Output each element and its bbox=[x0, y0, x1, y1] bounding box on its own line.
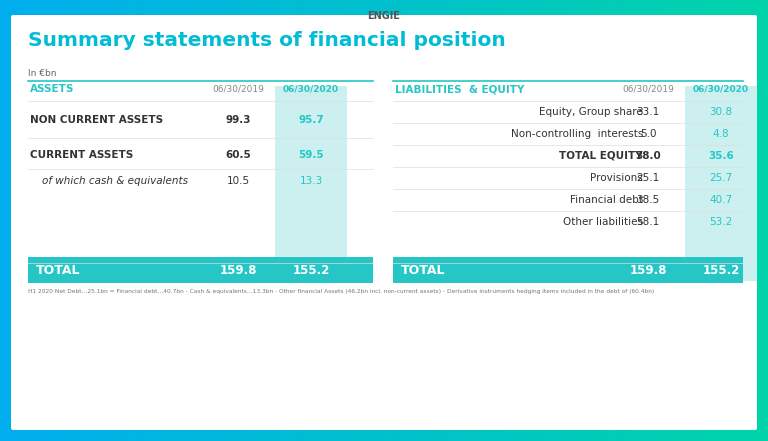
Text: 159.8: 159.8 bbox=[219, 264, 257, 277]
Text: of which cash & equivalents: of which cash & equivalents bbox=[42, 176, 188, 186]
Text: 159.8: 159.8 bbox=[629, 264, 667, 277]
Text: Financial debt: Financial debt bbox=[570, 195, 643, 205]
Text: 5.0: 5.0 bbox=[640, 129, 656, 139]
Text: ENGIE: ENGIE bbox=[368, 11, 400, 21]
Text: 06/30/2019: 06/30/2019 bbox=[212, 84, 264, 93]
Text: ASSETS: ASSETS bbox=[30, 84, 74, 94]
Text: 95.7: 95.7 bbox=[298, 115, 324, 125]
Text: TOTAL: TOTAL bbox=[36, 264, 81, 277]
Text: 30.8: 30.8 bbox=[710, 107, 733, 117]
Text: TOTAL: TOTAL bbox=[401, 264, 445, 277]
Text: LIABILITIES  & EQUITY: LIABILITIES & EQUITY bbox=[395, 84, 525, 94]
Text: 25.1: 25.1 bbox=[637, 173, 660, 183]
Text: Summary statements of financial position: Summary statements of financial position bbox=[28, 31, 506, 50]
Bar bbox=[28, 257, 373, 283]
Text: NON CURRENT ASSETS: NON CURRENT ASSETS bbox=[30, 115, 163, 125]
Bar bbox=[393, 257, 743, 283]
Text: Provisions: Provisions bbox=[591, 173, 643, 183]
Text: 33.1: 33.1 bbox=[637, 107, 660, 117]
Text: CURRENT ASSETS: CURRENT ASSETS bbox=[30, 150, 134, 160]
FancyBboxPatch shape bbox=[11, 15, 757, 430]
Text: 13.3: 13.3 bbox=[300, 176, 323, 186]
Text: 99.3: 99.3 bbox=[225, 115, 250, 125]
Text: 155.2: 155.2 bbox=[702, 264, 740, 277]
Text: 06/30/2020: 06/30/2020 bbox=[693, 84, 749, 93]
Text: 35.6: 35.6 bbox=[708, 151, 734, 161]
Text: Equity, Group share: Equity, Group share bbox=[539, 107, 643, 117]
Text: 59.5: 59.5 bbox=[298, 150, 324, 160]
Text: 06/30/2020: 06/30/2020 bbox=[283, 84, 339, 93]
Text: 25.7: 25.7 bbox=[710, 173, 733, 183]
Text: H1 2020 Net Debt…25.1bn = Financial debt…40.7bn - Cash & equivalents…13.3bn - Ot: H1 2020 Net Debt…25.1bn = Financial debt… bbox=[28, 289, 654, 294]
Bar bbox=[275, 86, 347, 281]
Text: 4.8: 4.8 bbox=[713, 129, 730, 139]
Text: TOTAL EQUITY: TOTAL EQUITY bbox=[559, 151, 643, 161]
Text: 38.5: 38.5 bbox=[637, 195, 660, 205]
Text: Non-controlling  interests: Non-controlling interests bbox=[511, 129, 643, 139]
Text: In €bn: In €bn bbox=[28, 69, 57, 78]
Text: 06/30/2019: 06/30/2019 bbox=[622, 84, 674, 93]
Text: 10.5: 10.5 bbox=[227, 176, 250, 186]
Text: Other liabilities: Other liabilities bbox=[563, 217, 643, 227]
Bar bbox=[685, 86, 757, 281]
Text: 40.7: 40.7 bbox=[710, 195, 733, 205]
Text: 60.5: 60.5 bbox=[225, 150, 251, 160]
Text: 155.2: 155.2 bbox=[293, 264, 329, 277]
Text: 38.0: 38.0 bbox=[635, 151, 661, 161]
Text: 58.1: 58.1 bbox=[637, 217, 660, 227]
Text: 53.2: 53.2 bbox=[710, 217, 733, 227]
